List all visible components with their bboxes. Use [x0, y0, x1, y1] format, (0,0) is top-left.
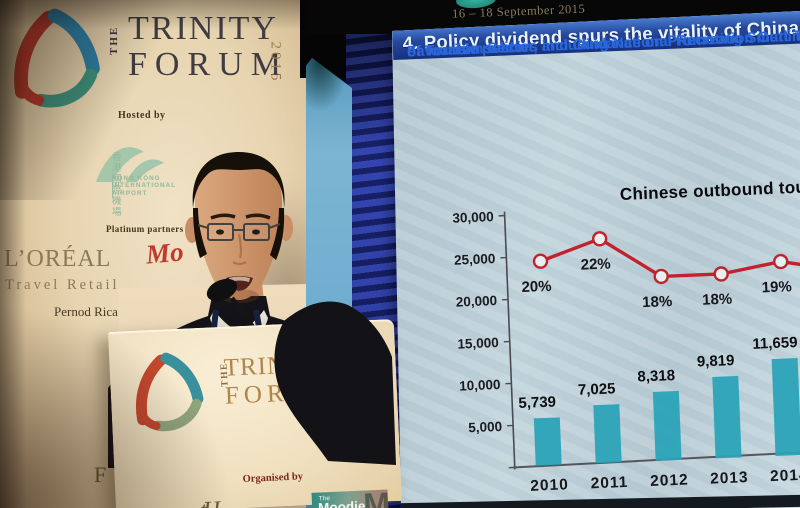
svg-text:19%: 19%	[761, 278, 792, 296]
organiser-monogram-logo: tH	[200, 497, 217, 508]
speaker-eye	[252, 229, 260, 235]
svg-text:2012: 2012	[650, 471, 689, 490]
svg-text:2010: 2010	[530, 476, 569, 495]
svg-text:18%: 18%	[642, 293, 673, 311]
moodie-m-glyph: M	[363, 489, 390, 508]
body-line: of tourism sector.	[406, 38, 534, 61]
brand-year: 2015	[267, 41, 284, 84]
svg-text:9,819: 9,819	[697, 352, 735, 370]
svg-text:25,000: 25,000	[454, 251, 496, 268]
platinum-partners-label: Platinum partners	[106, 224, 184, 234]
svg-text:20%: 20%	[521, 278, 552, 296]
outbound-tourists-chart: 30,000 25,000 20,000 15,000 10,000 5,000 5,739…	[398, 164, 800, 508]
speaker-nose	[232, 233, 247, 266]
moodie-report-logo: The Moodie Report M	[311, 489, 390, 508]
moodie-name: Moodie	[317, 498, 366, 508]
microphone-icon	[206, 278, 238, 302]
svg-text:Chinese outbound tou: Chinese outbound tou	[620, 178, 800, 204]
speaker-eyebrow	[210, 213, 236, 220]
organised-by-label: Organised by	[242, 471, 304, 486]
trinity-forum-logo-podium	[135, 352, 204, 432]
loreal-sub-label: Travel Retail	[5, 277, 120, 293]
speaker-hair-side	[193, 208, 207, 258]
brand-trinity: TRINITY	[128, 10, 278, 47]
speaker-eye	[216, 229, 224, 235]
svg-text:5,739: 5,739	[518, 394, 556, 412]
svg-text:11,659: 11,659	[752, 334, 798, 353]
brand-the: THE	[108, 25, 120, 55]
partial-letter: F	[94, 462, 107, 487]
svg-text:22%: 22%	[580, 255, 611, 273]
svg-text:2011: 2011	[590, 474, 628, 492]
hosted-by-label: Hosted by	[118, 110, 166, 121]
svg-text:5,000: 5,000	[468, 419, 502, 435]
svg-text:8,318: 8,318	[637, 367, 675, 385]
speaker-hair-side	[270, 208, 285, 260]
brand-forum: FORUM	[128, 46, 289, 83]
svg-text:20,000: 20,000	[455, 293, 497, 310]
svg-text:7,025: 7,025	[578, 380, 616, 398]
speaker-eyebrow	[245, 213, 271, 220]
speaker-glasses	[197, 223, 281, 241]
svg-text:15,000: 15,000	[457, 335, 499, 352]
trinity-forum-logo	[14, 8, 100, 108]
svg-text:30,000: 30,000	[452, 209, 494, 226]
projection-screen: I. China’s Changing Tourism Marke 4. Pol…	[392, 11, 800, 508]
loreal-logo: L’ORÉAL	[4, 246, 112, 272]
slide-content: I. China’s Changing Tourism Marke 4. Pol…	[392, 11, 800, 497]
speaker-arm	[274, 301, 396, 465]
svg-text:2014: 2014	[770, 467, 800, 486]
svg-text:18%: 18%	[702, 291, 733, 309]
speaker-teeth	[229, 276, 250, 282]
svg-text:10,000: 10,000	[459, 377, 501, 394]
svg-text:2013: 2013	[710, 469, 749, 488]
